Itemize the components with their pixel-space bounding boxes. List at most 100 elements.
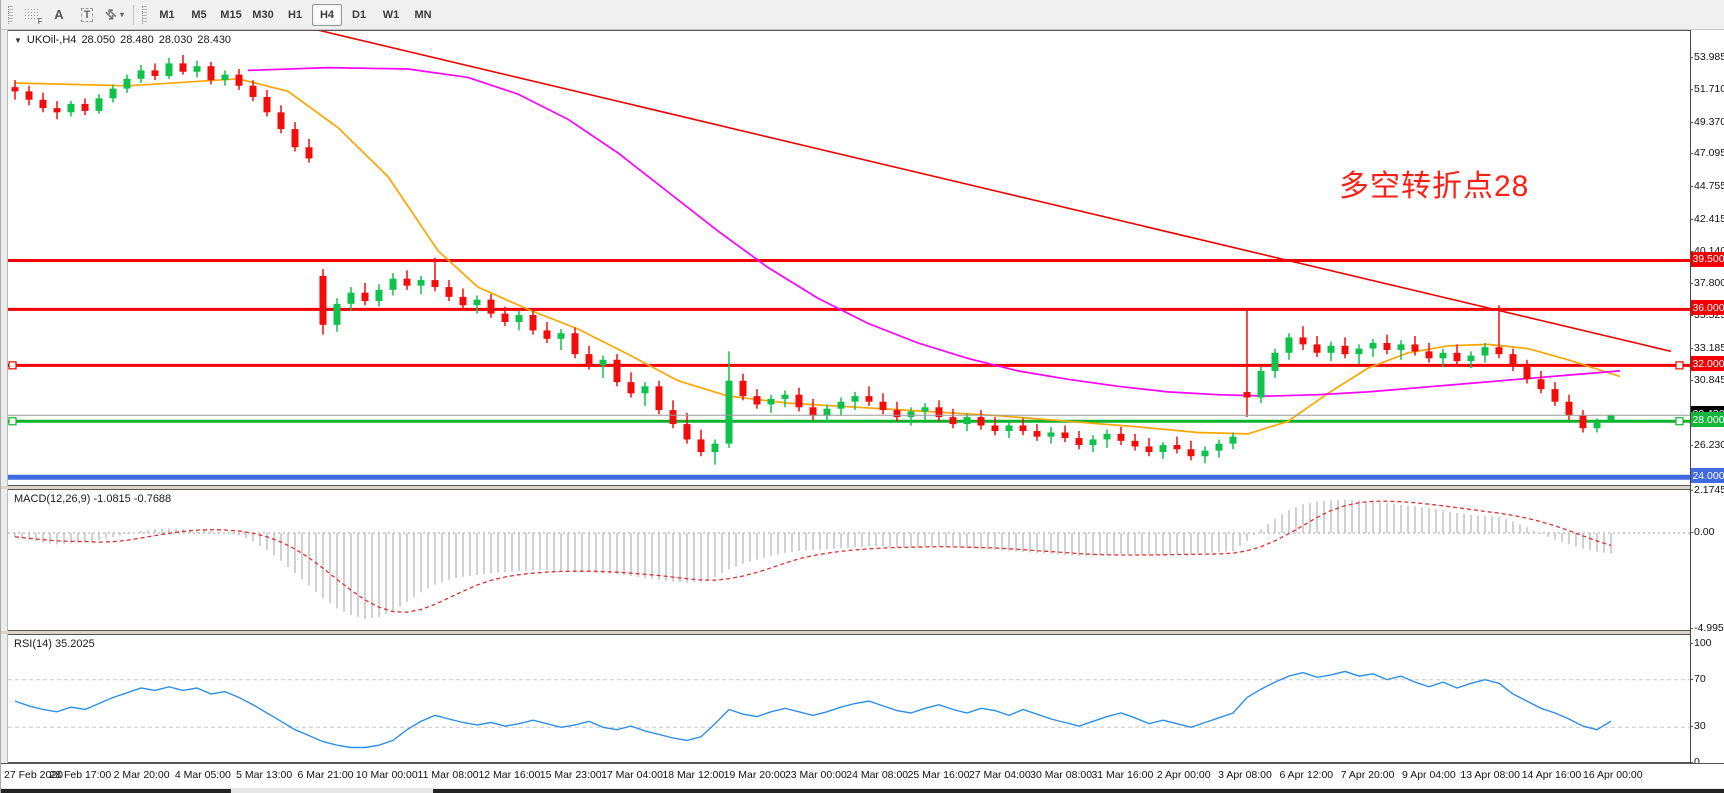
toolbar-grip[interactable] — [8, 5, 13, 24]
macd-axis-label: 2.1745 — [1689, 484, 1724, 496]
time-axis-label: 3 Apr 08:00 — [1218, 769, 1272, 781]
time-axis-label: 19 Mar 20:00 — [723, 769, 786, 781]
price-badge: 39.500 — [1691, 251, 1724, 267]
chart-workspace: ▼ UKOil-,H4 28.050 28.480 28.030 28.430 … — [1, 30, 1724, 793]
price-axis-label: 53.985 — [1689, 51, 1724, 63]
macd-axis-label: -4.9955 — [1690, 622, 1724, 634]
time-axis-label: 15 Mar 23:00 — [539, 769, 602, 781]
trend-annotation-text[interactable]: 多空转折点28 — [1339, 170, 1530, 203]
timeframe-button-m30[interactable]: M30 — [252, 8, 274, 21]
rsi-axis-label: 100 — [1690, 637, 1712, 649]
macd-chart-canvas[interactable] — [8, 490, 1690, 632]
time-axis-label: 11 Mar 08:00 — [417, 769, 479, 781]
price-axis-label: 37.800 — [1689, 277, 1724, 289]
time-axis-label: 23 Mar 00:00 — [784, 769, 847, 781]
timeframe-button-w1[interactable]: W1 — [382, 8, 400, 21]
time-axis-label: 31 Mar 16:00 — [1091, 769, 1154, 781]
time-axis-label: 14 Apr 16:00 — [1521, 769, 1582, 781]
panel-splitter[interactable] — [1, 631, 1724, 634]
timeframe-button-d1[interactable]: D1 — [351, 8, 367, 21]
timeframe-button-m5[interactable]: M5 — [191, 8, 207, 21]
macd-axis-label: 0.00 — [1689, 526, 1715, 538]
time-axis-label: 30 Mar 08:00 — [1030, 769, 1093, 781]
price-panel[interactable]: ▼ UKOil-,H4 28.050 28.480 28.030 28.430 … — [8, 30, 1690, 486]
rsi-axis-label: 30 — [1690, 720, 1706, 733]
symbol-name: UKOil-,H4 — [26, 34, 77, 46]
rsi-panel[interactable]: RSI(14) 35.2025 — [8, 634, 1690, 763]
price-axis-label: 33.185 — [1689, 342, 1724, 354]
time-axis-label: 6 Apr 12:00 — [1279, 769, 1334, 781]
symbol-dropdown-icon[interactable]: ▼ — [14, 35, 22, 45]
scrollbar-segment[interactable] — [433, 789, 1724, 793]
timeframe-button-mn[interactable]: MN — [414, 8, 432, 21]
time-axis-label: 9 Apr 04:00 — [1402, 769, 1456, 781]
price-axis[interactable]: 53.98551.71049.37047.09544.75542.41540.1… — [1689, 30, 1724, 768]
time-axis-label: 5 Mar 13:00 — [236, 769, 293, 781]
time-axis-label: 7 Apr 20:00 — [1340, 769, 1395, 781]
rsi-axis-label: 70 — [1690, 672, 1706, 685]
time-axis-label: 17 Mar 04:00 — [601, 769, 663, 781]
time-axis-label: 16 Apr 00:00 — [1583, 769, 1643, 781]
time-axis-label: 27 Feb 2020 — [4, 769, 63, 781]
symbol-title: ▼ UKOil-,H4 28.050 28.480 28.030 28.430 — [14, 34, 231, 46]
time-axis-label: 12 Mar 16:00 — [478, 769, 541, 781]
horizontal-scrollbar[interactable] — [1, 788, 1724, 793]
time-axis-label: 10 Mar 00:00 — [355, 769, 418, 781]
timeframe-button-m1[interactable]: M1 — [159, 8, 175, 21]
fibonacci-grid-icon: F — [23, 8, 43, 26]
time-axis-label: 27 Mar 04:00 — [968, 769, 1031, 781]
candlestick-chart-canvas[interactable] — [8, 31, 1690, 487]
chevron-down-icon: ▾ — [119, 10, 124, 19]
arrows-icon: ⇵ — [101, 4, 121, 24]
time-axis-label: 28 Feb 17:00 — [49, 769, 112, 781]
price-axis-label: 51.710 — [1689, 83, 1724, 95]
price-axis-label: 26.230 — [1689, 439, 1724, 451]
price-axis-label: 47.095 — [1689, 147, 1724, 159]
rsi-value: 35.2025 — [54, 638, 95, 650]
rsi-label: RSI(14) — [14, 638, 52, 650]
time-axis-label: 4 Mar 05:00 — [174, 769, 231, 781]
rsi-axis-label: 0 — [1690, 756, 1700, 768]
fibonacci-tool-button[interactable]: F — [18, 3, 44, 27]
toolbar: F A T ⇵ ▾ M1 M5 M15 M30 H1 H4 D1 W1 MN — [1, 0, 1724, 30]
price-axis-label: 49.370 — [1689, 116, 1724, 128]
rsi-label-row: RSI(14) 35.2025 — [14, 638, 95, 650]
toolbar-separator — [133, 4, 134, 25]
macd-label-row: MACD(12,26,9) -1.0815 -0.7688 — [14, 493, 171, 505]
text-box-tool-button[interactable]: T — [74, 3, 100, 27]
arrows-tool-button[interactable]: ⇵ ▾ — [102, 3, 128, 27]
price-axis-label: 44.755 — [1689, 180, 1724, 192]
time-axis-label: 25 Mar 16:00 — [907, 769, 970, 781]
macd-value: -1.0815 — [93, 493, 131, 505]
macd-panel[interactable]: MACD(12,26,9) -1.0815 -0.7688 — [8, 489, 1690, 631]
price-badge: 36.000 — [1691, 300, 1724, 316]
time-axis-label: 2 Apr 00:00 — [1156, 769, 1211, 781]
time-axis-label: 18 Mar 12:00 — [662, 769, 725, 781]
ohlc-close: 28.430 — [197, 34, 232, 46]
time-axis-label: 13 Apr 08:00 — [1460, 769, 1520, 781]
price-badge: 32.000 — [1691, 356, 1724, 372]
text-label-icon: A — [54, 7, 64, 22]
price-badge: 24.000 — [1691, 468, 1724, 484]
price-axis-label: 30.845 — [1689, 374, 1724, 386]
text-label-tool-button[interactable]: A — [46, 3, 72, 27]
macd-signal-value: -0.7688 — [133, 493, 172, 505]
timeframe-button-h4[interactable]: H4 — [312, 3, 342, 26]
left-gutter — [1, 30, 8, 788]
scrollbar-segment[interactable] — [1, 789, 231, 793]
price-axis-label: 42.415 — [1689, 213, 1724, 225]
macd-label: MACD(12,26,9) — [14, 493, 91, 505]
time-axis[interactable]: 27 Feb 2020 28 Feb 17:00 2 Mar 20:00 4 Mar … — [1, 763, 1724, 788]
timeframe-button-h1[interactable]: H1 — [287, 8, 303, 21]
rsi-chart-canvas[interactable] — [8, 635, 1690, 764]
panel-splitter[interactable] — [1, 486, 1724, 489]
text-box-icon: T — [80, 7, 94, 22]
timeframe-button-m15[interactable]: M15 — [220, 8, 242, 21]
time-axis-label: 24 Mar 08:00 — [846, 769, 909, 781]
ohlc-open: 28.050 — [81, 34, 116, 46]
toolbar-grip[interactable] — [142, 5, 147, 24]
ohlc-low: 28.030 — [158, 34, 193, 46]
price-badge: 28.000 — [1691, 412, 1724, 428]
ohlc-high: 28.480 — [120, 34, 154, 46]
